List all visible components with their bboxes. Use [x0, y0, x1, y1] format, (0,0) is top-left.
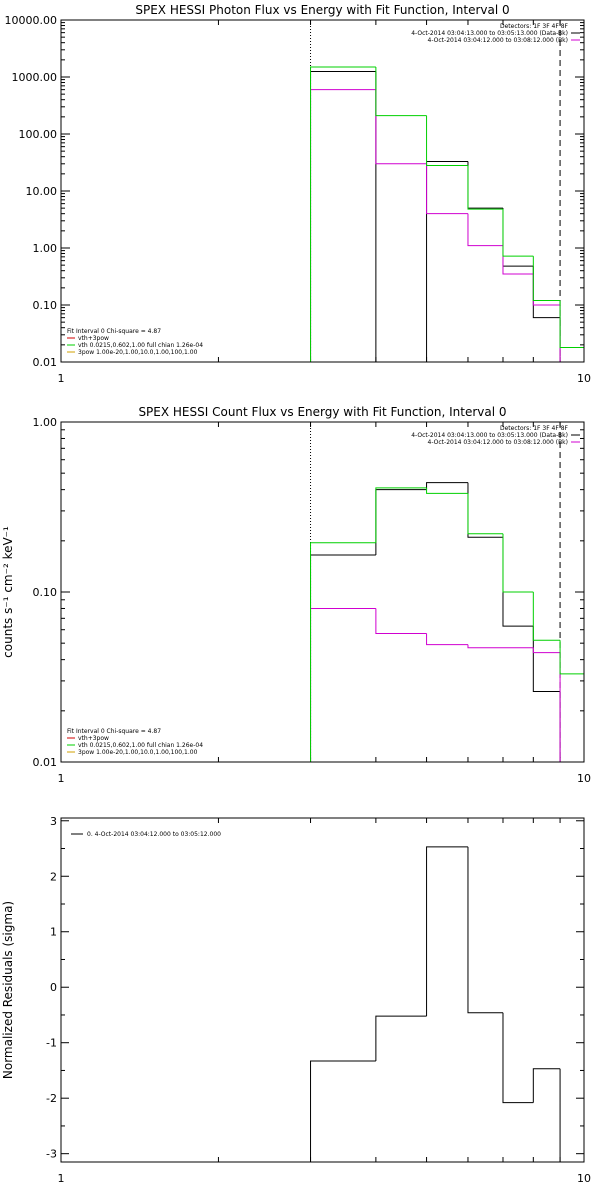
y-tick-label: 1	[50, 926, 57, 939]
series-step-vth	[310, 66, 584, 362]
series-step-3pow	[310, 89, 561, 362]
legend-bottom-entry: vth 0.0215,0.602,1.00 full chian 1.26e-0…	[78, 742, 203, 749]
legend-bottom-entry: 3pow 1.00e-20,1.00,10.0,1.00,100,1.00	[78, 749, 198, 756]
y-tick-label: 10000.00	[5, 14, 58, 27]
series-step-3pow	[310, 607, 561, 762]
plot-area	[310, 846, 561, 1162]
legend-bottom-entry: Fit Interval 0 Chi-square = 4.87	[67, 328, 161, 335]
y-tick-label: 1000.00	[12, 71, 58, 84]
legend-top-entry: 4-Oct-2014 03:04:12.000 to 03:08:12.000 …	[428, 439, 569, 446]
y-tick-label: 1.00	[33, 416, 58, 429]
y-axis-label: Normalized Residuals (sigma)	[1, 901, 15, 1079]
x-tick-label: 10	[577, 772, 591, 785]
chart-title: SPEX HESSI Photon Flux vs Energy with Fi…	[135, 3, 509, 17]
x-tick-label: 1	[58, 372, 65, 385]
y-tick-label: 10.00	[26, 185, 58, 198]
plot-area	[310, 20, 584, 362]
x-tick-label: 10	[577, 1172, 591, 1185]
series-step-vth+3pow	[310, 70, 561, 362]
y-tick-label: 3	[50, 815, 57, 828]
y-tick-label: -3	[46, 1148, 57, 1161]
legend-top-entry: Detectors: 1F 3F 4F 8F	[500, 23, 569, 30]
x-tick-label: 1	[58, 772, 65, 785]
x-tick-label: 10	[577, 372, 591, 385]
legend-bottom-entry: 3pow 1.00e-20,1.00,10.0,1.00,100,1.00	[78, 349, 198, 356]
series-step-vth	[310, 487, 584, 762]
y-tick-label: 0.01	[33, 356, 58, 369]
series-step-vth+3pow	[310, 482, 561, 762]
y-tick-label: 2	[50, 870, 57, 883]
plot-frame	[60, 421, 585, 763]
plot-frame	[60, 817, 585, 1163]
y-tick-label: 0.10	[33, 299, 58, 312]
legend-top-entry: 4-Oct-2014 03:04:13.000 to 03:05:13.000 …	[411, 432, 568, 439]
legend-top-entry: 4-Oct-2014 03:04:13.000 to 03:05:13.000 …	[411, 30, 568, 37]
chart-title: SPEX HESSI Count Flux vs Energy with Fit…	[138, 405, 506, 419]
legend-top-entry: 4-Oct-2014 03:04:12.000 to 03:08:12.000 …	[428, 37, 569, 44]
legend-bottom-entry: vth+3pow	[78, 735, 109, 742]
legend-bottom-entry: vth+3pow	[78, 335, 109, 342]
x-tick-label: 1	[58, 1172, 65, 1185]
chart-panel-2: SPEX HESSI Count Flux vs Energy with Fit…	[1, 405, 591, 785]
y-tick-label: -2	[46, 1092, 57, 1105]
chart-panel-1: SPEX HESSI Photon Flux vs Energy with Fi…	[5, 3, 592, 385]
y-axis-label: counts s⁻¹ cm⁻² keV⁻¹	[1, 526, 15, 658]
y-tick-label: 0.01	[33, 756, 58, 769]
legend-top-entry: 0. 4-Oct-2014 03:04:12.000 to 03:05:12.0…	[87, 831, 221, 838]
legend-bottom-entry: Fit Interval 0 Chi-square = 4.87	[67, 728, 161, 735]
legend-top-entry: Detectors: 1F 3F 4F 8F	[500, 425, 569, 432]
y-tick-label: 0	[50, 981, 57, 994]
y-tick-label: 0.10	[33, 586, 58, 599]
plot-frame	[60, 19, 585, 363]
y-tick-label: 100.00	[19, 128, 58, 141]
y-tick-label: -1	[46, 1037, 57, 1050]
legend-bottom-entry: vth 0.0215,0.602,1.00 full chian 1.26e-0…	[78, 342, 203, 349]
plot-area	[310, 422, 584, 762]
series-step-residuals	[310, 846, 561, 1162]
y-tick-label: 1.00	[33, 242, 58, 255]
